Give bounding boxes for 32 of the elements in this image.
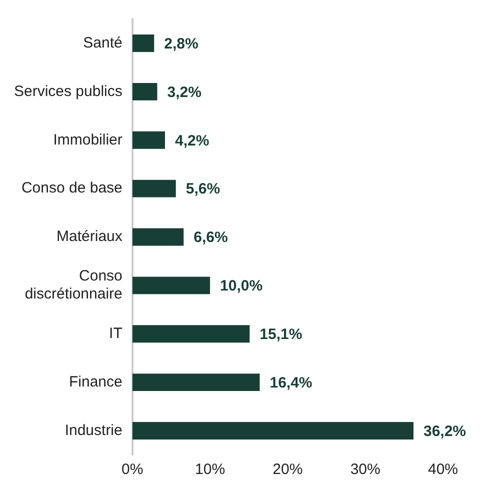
bar [132,276,210,294]
data-label: 6,6% [194,229,228,246]
y-tick-label: Santé [83,34,122,52]
bar [132,180,176,198]
y-tick-label: Conso de base [21,180,122,197]
data-label: 15,1% [260,326,302,344]
bar [132,131,165,149]
bar [132,374,260,392]
y-tick-label: Matériaux [56,228,123,246]
bar [132,34,154,52]
bar [132,325,250,343]
y-tick-label: Industrie [64,422,122,439]
x-tick-label: 0% [122,461,144,478]
x-tick-label: 40% [428,461,458,478]
data-label: 36,2% [423,422,466,440]
data-label: 2,8% [164,35,198,52]
y-tick-label: Immobilier [53,131,122,148]
x-tick-label: 10% [195,461,226,478]
y-tick-label: Conso discrétionnaire [24,268,122,303]
y-tick-label: Finance [69,373,122,390]
x-tick-label: 30% [350,461,380,478]
data-label: 4,2% [174,132,210,150]
y-tick-label: IT [109,325,122,342]
data-label: 10,0% [220,278,263,295]
data-label: 16,4% [270,374,312,392]
x-tick-label: 20% [272,461,303,478]
data-label: 5,6% [186,180,220,198]
bar [132,82,158,100]
y-tick-label: Services publics [14,82,122,100]
bar [132,228,184,246]
data-label: 3,2% [167,84,202,101]
bar [132,422,414,440]
